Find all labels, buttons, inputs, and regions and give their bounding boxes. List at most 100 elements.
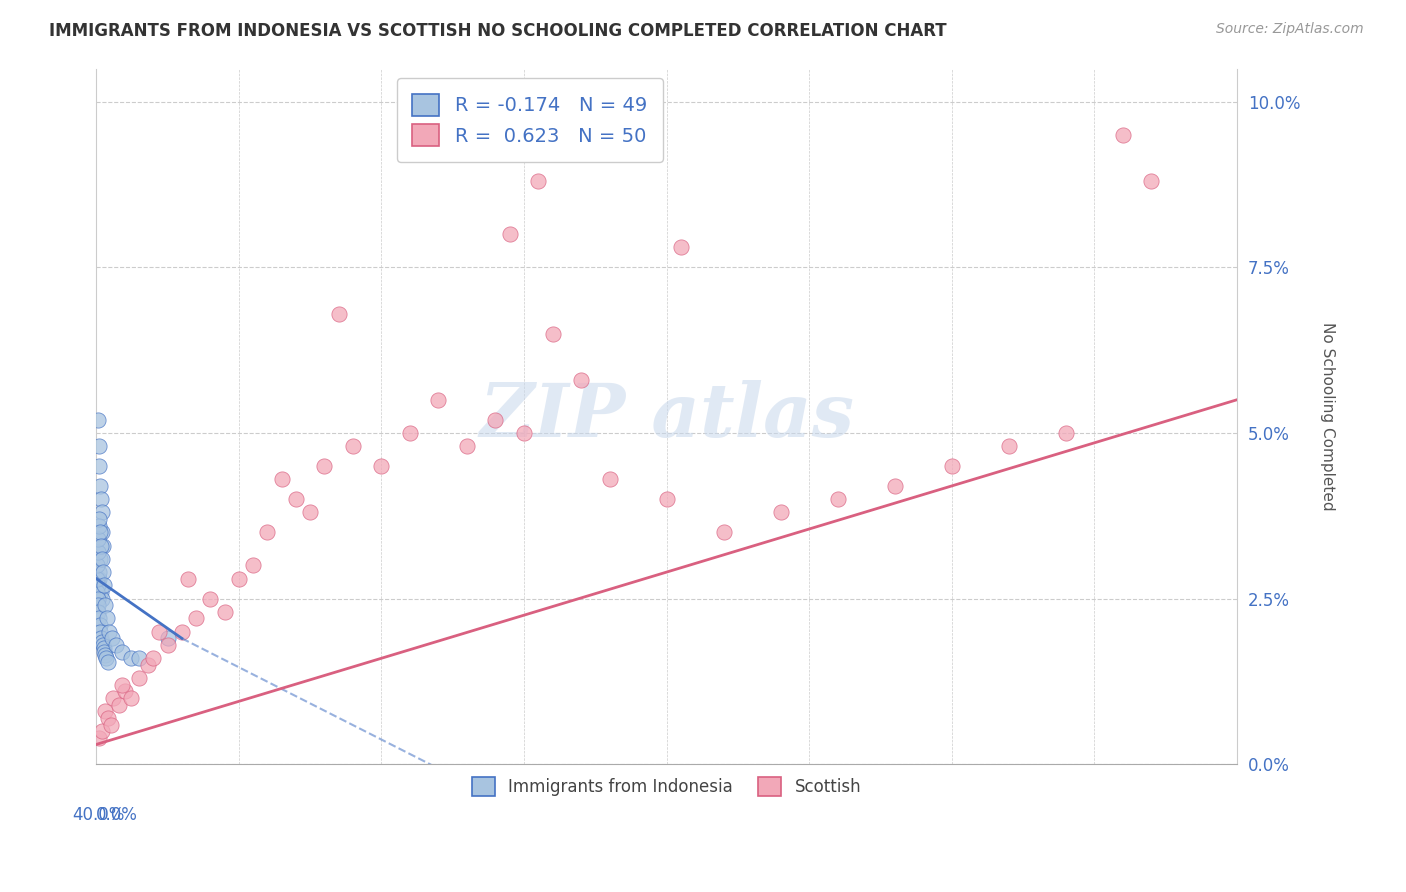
- Point: [89, 731, 111, 745]
- Point: [427, 392, 450, 407]
- Y-axis label: No Schooling Completed: No Schooling Completed: [1320, 322, 1334, 511]
- Point: [713, 525, 735, 540]
- Point: [86, 591, 108, 606]
- Point: [94, 599, 117, 613]
- Point: [87, 605, 110, 619]
- Text: ZIP atlas: ZIP atlas: [479, 380, 853, 452]
- Point: [91, 539, 114, 553]
- Point: [314, 459, 336, 474]
- Point: [93, 645, 115, 659]
- Point: [156, 638, 179, 652]
- Point: [599, 472, 621, 486]
- Point: [186, 611, 208, 625]
- Point: [90, 525, 112, 540]
- Point: [101, 632, 124, 646]
- Text: 40.0%: 40.0%: [73, 806, 125, 824]
- Point: [91, 506, 114, 520]
- Text: IMMIGRANTS FROM INDONESIA VS SCOTTISH NO SCHOOLING COMPLETED CORRELATION CHART: IMMIGRANTS FROM INDONESIA VS SCOTTISH NO…: [49, 22, 946, 40]
- Point: [87, 532, 110, 546]
- Text: Source: ZipAtlas.com: Source: ZipAtlas.com: [1216, 22, 1364, 37]
- Point: [87, 578, 110, 592]
- Point: [97, 711, 120, 725]
- Point: [136, 657, 159, 672]
- Point: [370, 459, 392, 474]
- Point: [342, 439, 364, 453]
- Point: [89, 572, 111, 586]
- Point: [91, 552, 114, 566]
- Point: [1140, 174, 1163, 188]
- Legend: Immigrants from Indonesia, Scottish: Immigrants from Indonesia, Scottish: [464, 769, 870, 805]
- Point: [228, 572, 250, 586]
- Point: [90, 634, 112, 648]
- Point: [90, 492, 112, 507]
- Point: [91, 724, 114, 739]
- Point: [108, 698, 131, 712]
- Point: [270, 472, 292, 486]
- Point: [148, 624, 170, 639]
- Point: [541, 326, 564, 341]
- Point: [128, 671, 150, 685]
- Point: [456, 439, 478, 453]
- Point: [87, 611, 110, 625]
- Text: 0.0%: 0.0%: [97, 806, 138, 824]
- Point: [89, 525, 111, 540]
- Point: [105, 638, 128, 652]
- Point: [86, 558, 108, 573]
- Point: [97, 655, 120, 669]
- Point: [96, 651, 118, 665]
- Point: [103, 691, 125, 706]
- Point: [284, 492, 307, 507]
- Point: [86, 545, 108, 559]
- Point: [98, 624, 121, 639]
- Point: [89, 512, 111, 526]
- Point: [100, 717, 122, 731]
- Point: [94, 648, 117, 662]
- Point: [569, 373, 592, 387]
- Point: [87, 518, 110, 533]
- Point: [513, 425, 536, 440]
- Point: [499, 227, 522, 242]
- Point: [484, 413, 506, 427]
- Point: [299, 506, 322, 520]
- Point: [170, 624, 193, 639]
- Point: [120, 691, 142, 706]
- Point: [242, 558, 264, 573]
- Point: [89, 552, 111, 566]
- Point: [89, 479, 111, 493]
- Point: [111, 678, 134, 692]
- Point: [93, 641, 115, 656]
- Point: [91, 638, 114, 652]
- Point: [328, 307, 350, 321]
- Point: [997, 439, 1019, 453]
- Point: [176, 572, 198, 586]
- Point: [1054, 425, 1077, 440]
- Point: [87, 599, 110, 613]
- Point: [1111, 128, 1133, 142]
- Point: [90, 632, 112, 646]
- Point: [93, 578, 115, 592]
- Point: [827, 492, 849, 507]
- Point: [86, 585, 108, 599]
- Point: [941, 459, 963, 474]
- Point: [111, 645, 134, 659]
- Point: [89, 618, 111, 632]
- Point: [527, 174, 550, 188]
- Point: [87, 439, 110, 453]
- Point: [200, 591, 222, 606]
- Point: [91, 591, 114, 606]
- Point: [91, 565, 114, 579]
- Point: [87, 413, 110, 427]
- Point: [769, 506, 792, 520]
- Point: [86, 572, 108, 586]
- Point: [142, 651, 165, 665]
- Point: [128, 651, 150, 665]
- Point: [89, 624, 111, 639]
- Point: [669, 240, 692, 254]
- Point: [655, 492, 678, 507]
- Point: [114, 684, 136, 698]
- Point: [96, 611, 118, 625]
- Point: [87, 565, 110, 579]
- Point: [214, 605, 236, 619]
- Point: [120, 651, 142, 665]
- Point: [90, 539, 112, 553]
